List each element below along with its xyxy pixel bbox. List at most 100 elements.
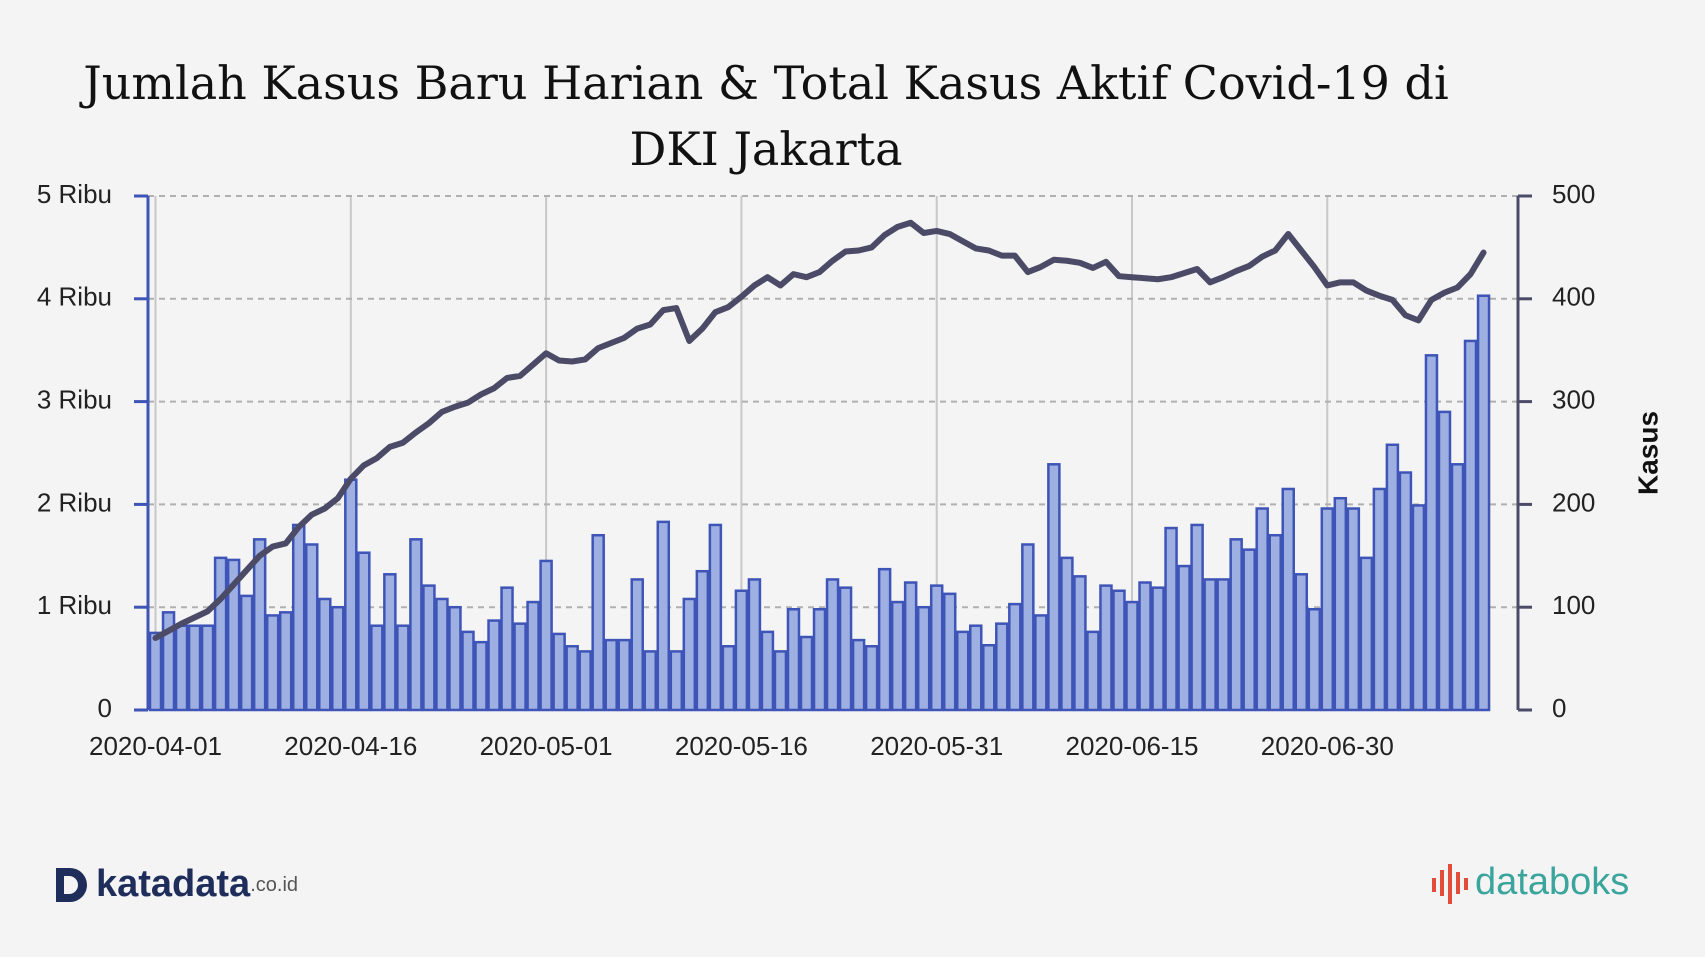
bar — [513, 622, 527, 712]
bar — [1294, 573, 1309, 712]
bar — [331, 605, 345, 712]
bar — [526, 600, 540, 712]
bar — [1333, 496, 1348, 712]
bar — [435, 597, 449, 712]
x-tick-label: 2020-06-15 — [1066, 731, 1199, 761]
bar — [669, 650, 684, 712]
bar — [1255, 507, 1269, 712]
logos — [56, 864, 1468, 904]
bar — [552, 632, 566, 712]
bar — [357, 551, 371, 712]
bar — [604, 638, 618, 712]
bar — [1190, 523, 1204, 712]
bar — [252, 538, 267, 712]
bar — [1164, 526, 1178, 712]
bar — [1021, 543, 1035, 712]
x-tick-label: 2020-06-30 — [1261, 731, 1394, 761]
katadata-icon-cut — [64, 876, 78, 894]
bar — [982, 643, 996, 712]
bar — [226, 558, 241, 712]
bar — [174, 624, 189, 712]
bar — [474, 640, 488, 712]
bar — [1385, 443, 1400, 712]
bar — [409, 538, 423, 712]
bar — [1372, 487, 1387, 712]
bar — [916, 605, 931, 712]
bar — [344, 478, 358, 712]
bar — [1112, 589, 1126, 712]
bar — [864, 645, 879, 712]
bar — [890, 600, 905, 712]
bar — [291, 523, 306, 712]
y2-axis-title: Kasus — [1632, 411, 1663, 495]
bar — [721, 645, 736, 712]
bar — [1073, 575, 1087, 712]
bar — [383, 573, 397, 712]
bar — [799, 635, 814, 712]
bar — [1411, 504, 1426, 712]
bar — [1320, 507, 1335, 712]
y-tick-label: 2 Ribu — [37, 487, 112, 517]
bar — [617, 638, 631, 712]
y-tick-label: 5 Ribu — [37, 179, 112, 209]
bar — [1216, 578, 1230, 712]
bar — [1476, 294, 1491, 712]
bar — [1086, 630, 1100, 712]
bar — [1099, 584, 1113, 712]
bar — [708, 523, 723, 712]
bar — [630, 578, 644, 712]
bar — [370, 624, 384, 712]
bar — [1463, 339, 1478, 712]
bar — [786, 608, 801, 712]
bar — [1281, 487, 1295, 712]
bar — [148, 631, 163, 712]
logo-text: katadata — [96, 863, 251, 905]
bar — [318, 597, 332, 712]
y2-tick-label: 300 — [1552, 384, 1595, 414]
bar — [903, 581, 918, 712]
bar — [1047, 463, 1061, 712]
bar — [969, 624, 983, 712]
bar — [1138, 581, 1152, 712]
bar — [200, 624, 215, 712]
bar — [760, 630, 775, 712]
bar — [1450, 463, 1465, 712]
bar — [1034, 614, 1048, 712]
bar — [995, 622, 1009, 712]
y2-tick-label: 100 — [1552, 590, 1595, 620]
bar — [656, 520, 671, 712]
bar — [1437, 410, 1452, 712]
y-tick-label: 3 Ribu — [37, 384, 112, 414]
plot — [148, 195, 1518, 712]
y2-tick-label: 400 — [1552, 282, 1595, 312]
line — [152, 219, 1487, 642]
bar — [187, 624, 202, 712]
katadata-logo: katadata.co.id — [96, 863, 298, 905]
chart-title: Jumlah Kasus Baru Harian & Total Kasus A… — [83, 56, 1449, 176]
bar — [1242, 548, 1256, 712]
bar — [929, 584, 944, 712]
y2-tick-label: 500 — [1552, 179, 1595, 209]
bar — [877, 567, 892, 712]
bar — [682, 597, 697, 712]
bar — [278, 611, 293, 712]
bar — [265, 614, 280, 712]
bar — [565, 645, 579, 712]
bar — [304, 543, 319, 712]
bar — [942, 592, 957, 712]
bar — [1424, 354, 1439, 712]
bar — [1060, 556, 1074, 712]
bar — [747, 578, 762, 712]
x-tick-label: 2020-05-31 — [870, 731, 1003, 761]
y2-tick-label: 0 — [1552, 693, 1566, 723]
bar — [734, 589, 749, 712]
bar — [773, 650, 788, 712]
bar — [487, 619, 501, 712]
logo-suffix: .co.id — [250, 874, 298, 896]
bar — [1398, 471, 1413, 712]
bar — [1229, 538, 1243, 712]
y-tick-label: 0 — [98, 693, 112, 723]
databoks-icon — [1432, 864, 1468, 904]
x-tick-label: 2020-05-01 — [480, 731, 613, 761]
